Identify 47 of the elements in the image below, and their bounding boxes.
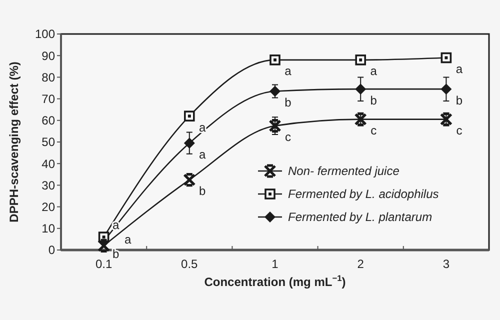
point bbox=[440, 112, 452, 126]
annotation: a bbox=[124, 232, 132, 247]
annotation: b bbox=[370, 93, 378, 108]
annotation: a bbox=[199, 120, 206, 134]
point bbox=[440, 84, 452, 95]
y-tick-label: 50 bbox=[42, 135, 56, 150]
y-tick-label: 100 bbox=[34, 27, 56, 42]
point bbox=[270, 54, 280, 66]
annotation: b bbox=[112, 246, 120, 261]
point bbox=[355, 84, 366, 95]
y-tick-label: 10 bbox=[42, 222, 56, 236]
annotation: a bbox=[284, 64, 292, 78]
y-tick-label: 30 bbox=[42, 178, 56, 192]
annotation: a bbox=[370, 64, 378, 78]
y-axis-title: DPPH-scavenging effect (%) bbox=[7, 62, 21, 222]
x-tick-label: 1 bbox=[272, 257, 279, 271]
x-axis-title: Concentration (mg mL$^{−1}$) bbox=[204, 273, 346, 289]
annotation: a bbox=[199, 147, 206, 162]
point bbox=[184, 110, 195, 122]
y-tick-label: 0 bbox=[48, 243, 56, 258]
y-tick-label: 40 bbox=[42, 156, 56, 171]
point bbox=[184, 138, 195, 149]
point bbox=[98, 238, 110, 252]
point bbox=[355, 54, 366, 66]
x-tick-label: 3 bbox=[442, 257, 450, 271]
annotation: b bbox=[456, 93, 463, 108]
x-tick-label: 0.5 bbox=[181, 257, 198, 271]
annotation: c bbox=[285, 130, 291, 144]
legend-label: Fermented by L. acidophilus bbox=[288, 187, 439, 202]
legend-label: Fermented by L. plantarum bbox=[288, 210, 432, 224]
annotation: c bbox=[370, 124, 377, 138]
y-tick-label: 80 bbox=[42, 70, 56, 84]
point bbox=[268, 119, 282, 133]
annotation: c bbox=[456, 124, 462, 138]
annotation: b bbox=[284, 95, 292, 110]
point bbox=[354, 112, 367, 126]
legend-label: Non- fermented juice bbox=[288, 164, 400, 178]
point bbox=[183, 173, 196, 187]
y-tick-label: 20 bbox=[42, 200, 56, 214]
y-tick-label: 70 bbox=[42, 92, 56, 106]
annotation: b bbox=[199, 184, 206, 198]
y-tick-label: 60 bbox=[42, 114, 56, 128]
point bbox=[440, 52, 452, 64]
x-tick-label: 0.1 bbox=[95, 257, 112, 271]
y-tick-label: 90 bbox=[42, 48, 56, 63]
annotation: a bbox=[456, 62, 463, 76]
x-tick-label: 2 bbox=[357, 257, 364, 271]
